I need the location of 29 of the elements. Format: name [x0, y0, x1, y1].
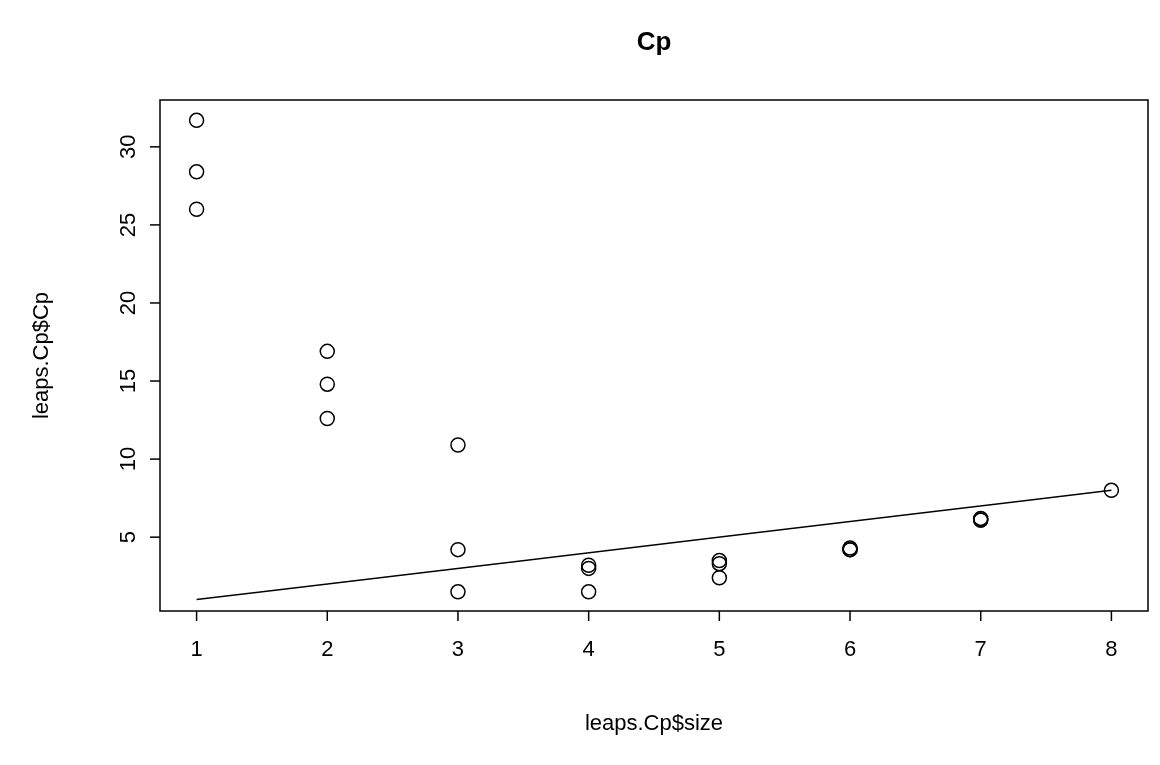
chart-title: Cp [636, 26, 672, 56]
point [188, 112, 205, 129]
point [711, 570, 728, 586]
y-tick-label: 25 [115, 212, 140, 238]
point [580, 584, 597, 600]
point [450, 541, 466, 558]
y-tick-label: 10 [115, 446, 140, 472]
point [450, 437, 466, 453]
x-tick-label: 2 [321, 636, 334, 661]
y-tick-label: 20 [115, 290, 140, 316]
x-tick-label: 7 [974, 636, 987, 661]
y-tick-label: 15 [115, 368, 140, 394]
y-axis-title: leaps.Cp$Cp [28, 291, 53, 420]
x-tick-label: 4 [582, 636, 595, 661]
y-tick-label: 5 [115, 531, 140, 544]
point [1103, 482, 1120, 499]
y-tick-label: 30 [115, 134, 140, 160]
x-tick-label: 1 [190, 636, 203, 661]
point [319, 376, 336, 392]
x-tick-label: 8 [1105, 636, 1118, 661]
x-axis-title: leaps.Cp$size [584, 710, 724, 735]
point [319, 410, 336, 427]
x-tick-label: 5 [713, 636, 726, 661]
point [188, 164, 205, 180]
point [450, 584, 466, 600]
point [188, 201, 205, 218]
x-tick-label: 3 [451, 636, 465, 661]
x-tick-label: 6 [843, 636, 857, 661]
point [319, 343, 336, 360]
